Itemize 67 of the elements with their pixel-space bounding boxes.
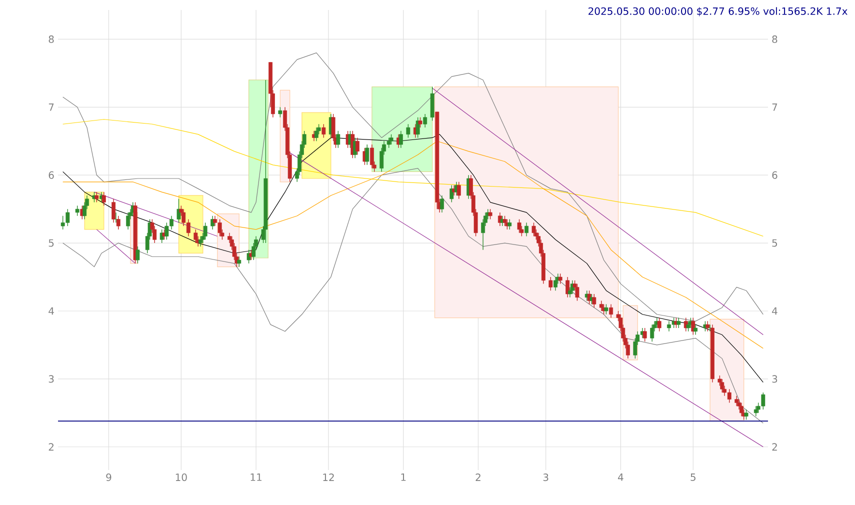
candlestick [126,212,130,230]
candlestick [418,116,422,128]
y-tick-label: 8 [48,35,54,43]
candlestick [650,324,654,342]
candlestick [278,106,282,118]
candlestick [734,396,739,406]
candlestick [322,124,326,138]
y-tick-label: 6 [48,171,54,179]
x-tick-label: 3 [543,474,548,482]
x-tick-label: 4 [618,474,624,481]
candlestick [398,130,403,148]
y2-tick-label: 8 [772,35,778,43]
candlestick [554,276,558,291]
candlestick [370,144,374,169]
candlestick [642,328,647,342]
y2-tick-label: 6 [772,171,778,179]
candlestick [237,256,242,268]
x-tick-label: 2 [476,474,480,481]
candlestick [389,134,394,145]
candlestick [676,317,681,328]
x-tick-label: 9 [106,474,112,482]
line-series [62,119,764,237]
candlestick [575,283,580,302]
y2-tick-label: 2 [772,443,777,451]
candlestick [430,86,434,122]
candlestick [116,216,120,230]
y2-tick-label: 3 [772,375,778,383]
candlestick [524,222,528,237]
y-tick-label: 7 [48,104,54,111]
x-tick-label: 10 [176,474,187,482]
candlestick [754,406,758,417]
candlestick [136,246,140,264]
candlestick [203,222,208,240]
candlestick [406,124,410,138]
candlestick [739,402,744,417]
candlestick [356,137,360,156]
candlestick [609,304,613,318]
x-tick-label: 1 [401,474,406,481]
candlestick [456,182,461,200]
candlestick [102,192,106,206]
candlestick [686,320,690,332]
candlestick [548,276,553,291]
y2-tick-label: 4 [772,307,778,315]
x-tick-label: 5 [690,474,696,481]
y-tick-label: 3 [48,375,54,383]
candlestick [517,218,522,234]
candlestick [532,222,536,237]
candlestick [599,300,604,312]
candlestick [194,229,198,244]
candlestick [314,127,318,142]
chart-title: 2025.05.30 00:00:00 $2.77 6.95% vol:1565.2K 1.7x [588,7,848,16]
candlestick [75,205,80,216]
y-tick-label: 4 [48,307,54,315]
x-tick-label: 12 [323,474,334,481]
candlestick [423,114,428,128]
y-tick-label: 2 [48,443,54,451]
candlestick [694,324,698,336]
candlestick [94,192,99,203]
line-series [62,140,764,349]
y2-tick-label: 7 [772,104,778,111]
y-tick-label: 5 [48,239,54,247]
candlestick [667,320,671,332]
line-series [62,168,764,424]
candlestick [708,324,712,332]
y2-tick-label: 5 [772,239,778,247]
candlestick [720,378,724,393]
x-tick-label: 11 [250,474,262,481]
